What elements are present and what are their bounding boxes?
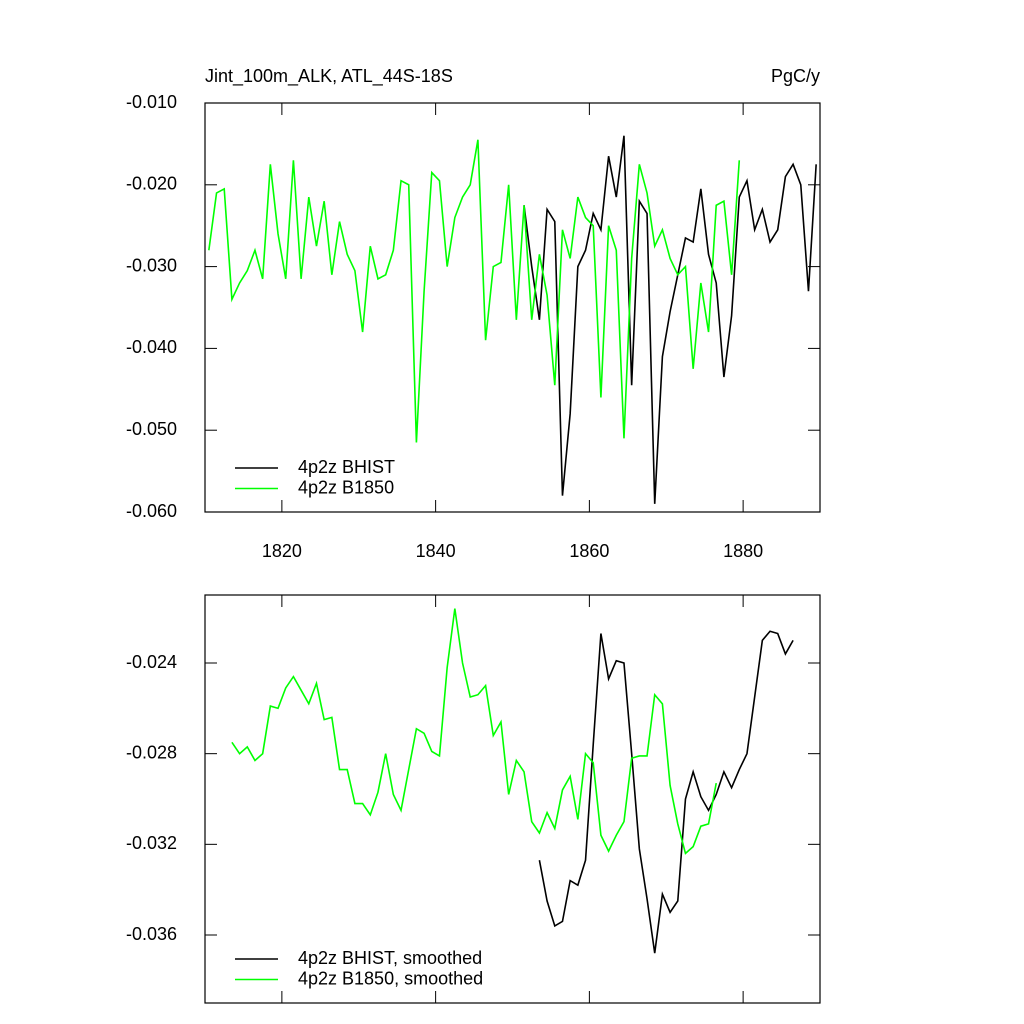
y-tick-label: -0.020	[126, 174, 177, 194]
x-tick-label: 1820	[262, 541, 302, 561]
y-tick-label: -0.060	[126, 501, 177, 521]
plot-frame	[204, 594, 821, 1004]
y-tick-label: -0.032	[126, 833, 177, 853]
y-tick-label: -0.010	[126, 92, 177, 112]
chart-title: Jint_100m_ALK, ATL_44S-18S	[205, 66, 453, 87]
y-tick-label: -0.024	[126, 652, 177, 672]
y-tick-label: -0.036	[126, 924, 177, 944]
plot-frame	[204, 102, 821, 513]
series-line	[523, 135, 817, 504]
x-tick-label: 1860	[569, 541, 609, 561]
x-tick-label: 1880	[723, 541, 763, 561]
x-tick-label: 1840	[416, 541, 456, 561]
legend-label: 4p2z BHIST, smoothed	[298, 948, 482, 968]
units-label: PgC/y	[771, 66, 820, 86]
series-line	[538, 630, 794, 954]
legend-label: 4p2z BHIST	[298, 457, 395, 477]
y-tick-label: -0.030	[126, 255, 177, 275]
series-line	[231, 608, 718, 855]
series-line	[208, 139, 741, 443]
y-tick-label: -0.040	[126, 337, 177, 357]
legend-label: 4p2z B1850	[298, 477, 394, 497]
y-tick-label: -0.050	[126, 419, 177, 439]
legend-label: 4p2z B1850, smoothed	[298, 968, 483, 988]
y-tick-label: -0.028	[126, 742, 177, 762]
